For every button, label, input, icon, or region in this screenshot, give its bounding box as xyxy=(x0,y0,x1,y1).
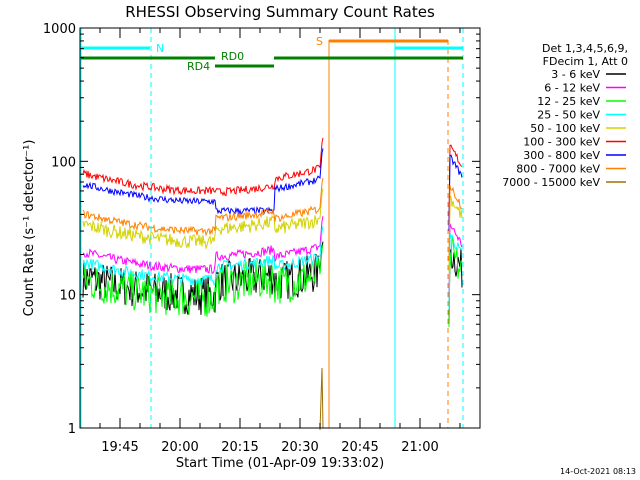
night-flag-label: N xyxy=(156,42,164,55)
legend-entry-label: 6 - 12 keV xyxy=(544,82,600,95)
legend-header: Det 1,3,4,5,6,9, xyxy=(542,42,628,55)
legend-entry-label: 12 - 25 keV xyxy=(537,95,600,108)
rd0-flag-label: RD0 xyxy=(221,50,244,63)
legend-header: FDecim 1, Att 0 xyxy=(543,55,628,68)
legend-entry-label: 300 - 800 keV xyxy=(523,149,600,162)
footer-date: 14-Oct-2021 08:13 xyxy=(560,467,636,476)
status-flags: N S RD0 RD4 xyxy=(80,28,464,428)
series-line xyxy=(448,223,463,299)
legend-entry-label: 100 - 300 keV xyxy=(523,136,600,149)
legend-entry-label: 7000 - 15000 keV xyxy=(502,176,600,189)
series-line xyxy=(448,194,463,272)
x-tick-label: 20:45 xyxy=(341,440,378,455)
legend-entry-label: 800 - 7000 keV xyxy=(516,163,600,176)
x-tick-label: 21:00 xyxy=(401,440,438,455)
series-line xyxy=(448,233,463,310)
y-axis-ticks: 1 10 100 1000 xyxy=(43,22,480,437)
rd4-flag-label: RD4 xyxy=(187,60,210,73)
x-tick-label: 20:15 xyxy=(221,440,258,455)
series-line xyxy=(82,177,324,237)
series-line xyxy=(82,226,324,287)
saa-flag-label: S xyxy=(316,35,323,48)
y-tick-label: 1 xyxy=(68,422,76,437)
x-axis-ticks: 19:45 20:00 20:15 20:30 20:45 21:00 xyxy=(79,28,481,455)
series-line xyxy=(448,237,463,328)
plot-frame xyxy=(79,27,481,429)
y-tick-label: 10 xyxy=(59,289,76,304)
y-tick-label: 100 xyxy=(51,155,76,170)
legend: Det 1,3,4,5,6,9,FDecim 1, Att 03 - 6 keV… xyxy=(502,42,628,189)
legend-entry-label: 3 - 6 keV xyxy=(551,68,600,81)
series-line xyxy=(82,188,324,250)
series-line xyxy=(82,241,324,315)
series-line xyxy=(448,185,463,261)
x-tick-label: 20:00 xyxy=(161,440,198,455)
legend-entry-label: 25 - 50 keV xyxy=(537,109,600,122)
series-line xyxy=(448,154,463,232)
plot-lines xyxy=(82,137,463,431)
x-tick-label: 20:30 xyxy=(281,440,318,455)
chart-title: RHESSI Observing Summary Count Rates xyxy=(125,3,435,21)
series-line xyxy=(82,244,324,317)
series-line xyxy=(319,367,324,431)
y-tick-label: 1000 xyxy=(43,22,76,37)
series-line xyxy=(82,216,324,274)
x-axis-label: Start Time (01-Apr-09 19:33:02) xyxy=(176,456,384,471)
series-line xyxy=(82,148,324,216)
series-line xyxy=(448,144,463,221)
legend-entry-label: 50 - 100 keV xyxy=(530,122,600,135)
x-tick-label: 19:45 xyxy=(101,440,138,455)
y-axis-label: Count Rate (s⁻¹ detector⁻¹) xyxy=(22,140,37,317)
series-line xyxy=(82,137,324,197)
